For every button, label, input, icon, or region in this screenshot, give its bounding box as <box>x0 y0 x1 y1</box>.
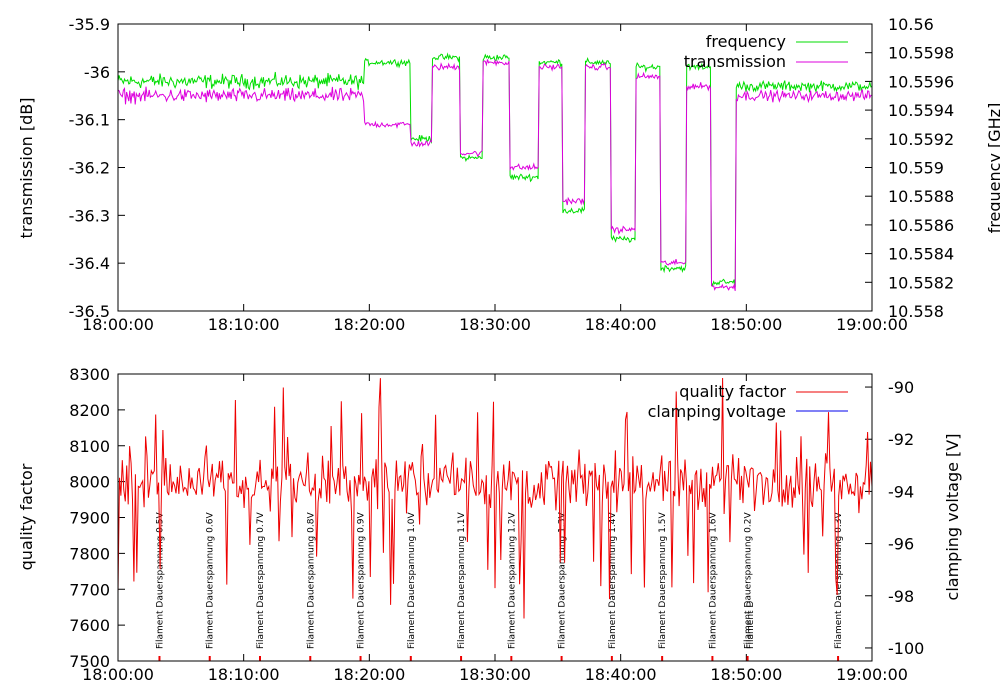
bottom-x-tick-label: 18:00:00 <box>82 665 154 684</box>
top-series-lines <box>117 52 873 291</box>
top-y-tick-label: -36 <box>84 63 110 82</box>
bottom-y-tick-label: 7800 <box>69 544 110 563</box>
legend-label-quality-factor: quality factor <box>679 382 786 401</box>
annotation-label: Filament Dauerspannung 0.2V <box>744 512 754 649</box>
bottom-y-tick-label: 7600 <box>69 616 110 635</box>
top-x-tick-label: 18:00:00 <box>82 315 154 334</box>
annotation-label-overlap: Filament D <box>746 601 756 649</box>
annotation-label: Filament Dauerspannung 0.3V <box>834 512 844 649</box>
top-x-tick-label: 18:30:00 <box>459 315 531 334</box>
top-chart: 18:00:00 18:10:00 18:20:00 18:30:00 18:40:00… <box>17 15 1000 334</box>
top-y2-tick-label: 10.558 <box>888 302 944 321</box>
annotation-label: Filament Dauerspannung 1.5V <box>658 512 668 649</box>
bottom-y2-axis-label: clamping voltage [V] <box>943 434 962 601</box>
top-y2-tick-label: 10.5584 <box>888 245 954 264</box>
bottom-y2-tick-label: -98 <box>888 587 914 606</box>
top-y2-tick-label: 10.5586 <box>888 216 954 235</box>
top-y2-tick-label: 10.5594 <box>888 101 954 120</box>
series-line-quality-factor <box>117 377 873 619</box>
top-y-tick-label: -35.9 <box>69 15 110 34</box>
bottom-y2-tick-label: -94 <box>888 482 914 501</box>
top-x-tick-label: 19:00:00 <box>836 315 908 334</box>
top-y2-tick-label: 10.56 <box>888 15 934 34</box>
legend-label-transmission: transmission <box>684 52 786 71</box>
top-y2-axis-label: frequency [GHz] <box>985 103 1000 234</box>
top-x-tick-label: 18:50:00 <box>710 315 782 334</box>
annotation-label: Filament Dauerspannung 1.0V <box>407 512 417 649</box>
annotation-label: Filament Dauerspannung 1.6V <box>708 512 718 649</box>
top-y2-tick-label: 10.559 <box>888 159 944 178</box>
top-y2-tick-label: 10.5598 <box>888 44 954 63</box>
annotation-label: Filament Dauerspannung 0.9V <box>357 512 367 649</box>
annotation-label: Filament Dauerspannung 1.1V <box>457 512 467 649</box>
top-y-tick-label: -36.2 <box>69 159 110 178</box>
annotation-label: Filament Dauerspannung 1.2V <box>507 512 517 649</box>
top-plot-frame <box>117 23 873 312</box>
bottom-y-tick-label: 7900 <box>69 509 110 528</box>
top-y2-tick-label: 10.5588 <box>888 187 954 206</box>
top-x-tick-label: 18:40:00 <box>585 315 657 334</box>
top-tick-labels: 18:00:00 18:10:00 18:20:00 18:30:00 18:40:00… <box>69 15 955 334</box>
bottom-x-tick-label: 18:20:00 <box>333 665 405 684</box>
bottom-tick-labels: 18:00:00 18:10:00 18:20:00 18:30:00 18:40:00… <box>69 365 924 684</box>
bottom-y-tick-label: 7700 <box>69 580 110 599</box>
bottom-y-axis-label: quality factor <box>17 463 36 570</box>
legend-label-clamping-voltage: clamping voltage <box>648 402 786 421</box>
top-y-axis-label: transmission [dB] <box>17 98 36 239</box>
top-y-tick-label: -36.1 <box>69 111 110 130</box>
series-line-transmission <box>117 59 873 291</box>
top-y2-tick-label: 10.5592 <box>888 130 954 149</box>
top-y-tick-label: -36.3 <box>69 206 110 225</box>
bottom-y-tick-label: 8000 <box>69 473 110 492</box>
annotation-label: Filament Dauerspannung 0.5V <box>155 512 165 649</box>
bottom-legend: quality factor clamping voltage <box>648 382 848 421</box>
top-x-tick-label: 18:20:00 <box>333 315 405 334</box>
bottom-x-tick-label: 18:30:00 <box>459 665 531 684</box>
annotation-label: Filament Dauerspannung 1.3V <box>558 512 568 649</box>
bottom-annotations: Filament Dauerspannung 0.5V Filament Daue… <box>155 512 844 661</box>
annotation-label: Filament Dauerspannung 0.6V <box>206 512 216 649</box>
bottom-x-tick-label: 18:10:00 <box>208 665 280 684</box>
annotation-label: Filament Dauerspannung 0.7V <box>256 512 266 649</box>
legend-label-frequency: frequency <box>706 32 786 51</box>
bottom-y-tick-label: 7500 <box>69 652 110 671</box>
bottom-y-tick-label: 8300 <box>69 365 110 384</box>
annotation-label: Filament Dauerspannung 0.8V <box>306 512 316 649</box>
bottom-y-tick-label: 8100 <box>69 437 110 456</box>
bottom-series-lines <box>117 377 873 619</box>
annotation-label: Filament Dauerspannung 1.4V <box>608 512 618 649</box>
bottom-y2-tick-label: -92 <box>888 430 914 449</box>
bottom-y-tick-label: 8200 <box>69 401 110 420</box>
top-y2-tick-label: 10.5582 <box>888 273 954 292</box>
bottom-y2-tick-label: -100 <box>888 639 924 658</box>
bottom-x-tick-label: 18:40:00 <box>585 665 657 684</box>
top-x-tick-label: 18:10:00 <box>208 315 280 334</box>
top-legend: frequency transmission <box>684 32 848 71</box>
top-y-tick-label: -36.4 <box>69 254 110 273</box>
top-y2-tick-label: 10.5596 <box>888 72 954 91</box>
bottom-x-tick-label: 18:50:00 <box>710 665 782 684</box>
bottom-chart: Filament Dauerspannung 0.5V Filament Daue… <box>17 365 962 684</box>
bottom-y2-tick-label: -90 <box>888 378 914 397</box>
bottom-x-tick-label: 19:00:00 <box>836 665 908 684</box>
top-y-tick-label: -36.5 <box>69 302 110 321</box>
bottom-plot-frame <box>117 373 873 662</box>
bottom-y2-tick-label: -96 <box>888 535 914 554</box>
